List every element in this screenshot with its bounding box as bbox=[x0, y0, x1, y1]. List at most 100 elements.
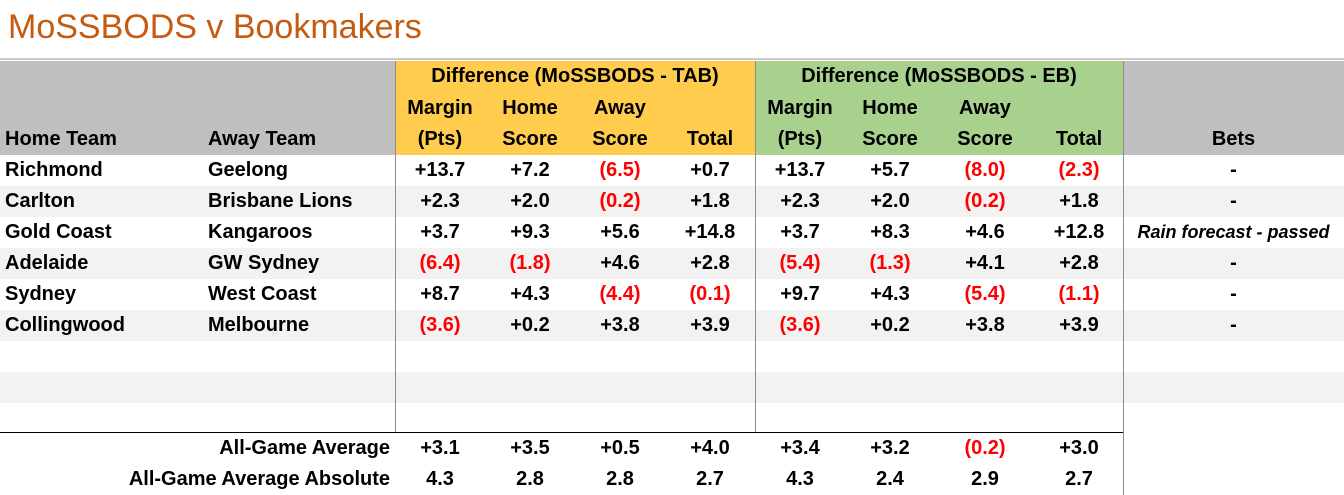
column-header-home-team: Home Team bbox=[5, 128, 117, 150]
eb-total-cell: +12.8 bbox=[1053, 221, 1105, 243]
away-team-cell: Melbourne bbox=[208, 314, 310, 336]
tab-away-score-cell: (6.5) bbox=[599, 159, 641, 181]
bets-cell: - bbox=[1230, 159, 1237, 181]
tab-total-cell: +0.7 bbox=[690, 159, 730, 181]
tab-away-score-cell: +4.6 bbox=[600, 252, 640, 274]
eb-margin-cell: +2.3 bbox=[780, 190, 820, 212]
eb-total-cell: (2.3) bbox=[1058, 159, 1100, 181]
eb-margin-cell: (3.6) bbox=[779, 314, 821, 336]
header-bg-tab bbox=[395, 61, 755, 155]
eb-home-score-cell: +5.7 bbox=[870, 159, 910, 181]
eb-margin-cell: (5.4) bbox=[779, 252, 821, 274]
table-row bbox=[0, 341, 1344, 372]
column-header-eb-away: Away bbox=[959, 97, 1011, 119]
eb-home-score-cell: +2.0 bbox=[870, 190, 910, 212]
column-header-tab-home-score: Score bbox=[502, 128, 558, 150]
summary-tab-away-score-cell: 2.8 bbox=[606, 468, 634, 490]
column-header-eb-away-score: Score bbox=[957, 128, 1013, 150]
tab-margin-cell: +8.7 bbox=[420, 283, 460, 305]
eb-margin-cell: +9.7 bbox=[780, 283, 820, 305]
summary-tab-home-score-cell: +3.5 bbox=[510, 437, 550, 459]
column-header-eb-total: Total bbox=[1055, 128, 1103, 150]
column-header-tab-margin-unit: (Pts) bbox=[417, 128, 463, 150]
tab-away-score-cell: (0.2) bbox=[599, 190, 641, 212]
column-header-tab-away-score: Score bbox=[592, 128, 648, 150]
group-header-tab: Difference (MoSSBODS - TAB) bbox=[431, 65, 719, 87]
home-team-cell: Adelaide bbox=[5, 252, 89, 274]
away-team-cell: West Coast bbox=[208, 283, 317, 305]
summary-tab-total-cell: 2.7 bbox=[696, 468, 724, 490]
eb-home-score-cell: +4.3 bbox=[870, 283, 910, 305]
tab-total-cell: +3.9 bbox=[690, 314, 730, 336]
summary-eb-home-score-cell: +3.2 bbox=[870, 437, 910, 459]
bets-cell: Rain forecast - passed bbox=[1137, 222, 1330, 242]
header-bg-eb bbox=[755, 61, 1123, 155]
table-row bbox=[0, 310, 1344, 341]
away-team-cell: GW Sydney bbox=[208, 252, 320, 274]
eb-home-score-cell: +0.2 bbox=[870, 314, 910, 336]
summary-tab-away-score-cell: +0.5 bbox=[600, 437, 640, 459]
summary-eb-total-cell: 2.7 bbox=[1065, 468, 1093, 490]
column-header-eb-home: Home bbox=[862, 97, 918, 119]
header-bg-teams bbox=[0, 61, 395, 155]
home-team-cell: Carlton bbox=[5, 190, 75, 212]
table-row bbox=[0, 372, 1344, 403]
eb-margin-cell: +13.7 bbox=[774, 159, 826, 181]
tab-margin-cell: (3.6) bbox=[419, 314, 461, 336]
summary-tab-total-cell: +4.0 bbox=[690, 437, 730, 459]
tab-total-cell: +1.8 bbox=[690, 190, 730, 212]
summary-eb-margin-cell: 4.3 bbox=[786, 468, 814, 490]
page-title: MoSSBODS v Bookmakers bbox=[8, 8, 422, 46]
eb-total-cell: +3.9 bbox=[1059, 314, 1099, 336]
column-header-away-team: Away Team bbox=[208, 128, 317, 150]
column-header-tab-margin: Margin bbox=[407, 97, 473, 119]
summary-label: All-Game Average bbox=[219, 437, 390, 459]
divider-tab-left bbox=[395, 61, 396, 432]
tab-total-cell: +2.8 bbox=[690, 252, 730, 274]
column-header-eb-home-score: Score bbox=[862, 128, 918, 150]
column-header-tab-total: Total bbox=[686, 128, 734, 150]
tab-away-score-cell: +3.8 bbox=[600, 314, 640, 336]
summary-tab-margin-cell: +3.1 bbox=[420, 437, 460, 459]
eb-home-score-cell: +8.3 bbox=[870, 221, 910, 243]
summary-tab-margin-cell: 4.3 bbox=[426, 468, 454, 490]
eb-away-score-cell: (8.0) bbox=[964, 159, 1006, 181]
eb-away-score-cell: +4.1 bbox=[965, 252, 1005, 274]
away-team-cell: Kangaroos bbox=[208, 221, 313, 243]
home-team-cell: Sydney bbox=[5, 283, 77, 305]
header-bg-bets bbox=[1123, 61, 1344, 155]
summary-label: All-Game Average Absolute bbox=[128, 468, 390, 490]
bets-cell: - bbox=[1230, 283, 1237, 305]
tab-margin-cell: +2.3 bbox=[420, 190, 460, 212]
summary-eb-away-score-cell: (0.2) bbox=[964, 437, 1006, 459]
tab-total-cell: +14.8 bbox=[684, 221, 736, 243]
summary-tab-home-score-cell: 2.8 bbox=[516, 468, 544, 490]
table-row bbox=[0, 155, 1344, 186]
eb-total-cell: (1.1) bbox=[1058, 283, 1100, 305]
tab-away-score-cell: (4.4) bbox=[599, 283, 641, 305]
eb-away-score-cell: (5.4) bbox=[964, 283, 1006, 305]
bets-cell: - bbox=[1230, 190, 1237, 212]
tab-total-cell: (0.1) bbox=[689, 283, 731, 305]
eb-away-score-cell: +4.6 bbox=[965, 221, 1005, 243]
tab-home-score-cell: +2.0 bbox=[510, 190, 550, 212]
home-team-cell: Gold Coast bbox=[5, 221, 112, 243]
divider-bets-left bbox=[1123, 61, 1124, 495]
group-header-eb: Difference (MoSSBODS - EB) bbox=[801, 65, 1077, 87]
bets-cell: - bbox=[1230, 252, 1237, 274]
summary-eb-away-score-cell: 2.9 bbox=[971, 468, 999, 490]
tab-home-score-cell: (1.8) bbox=[509, 252, 551, 274]
tab-away-score-cell: +5.6 bbox=[600, 221, 640, 243]
column-header-eb-margin: Margin bbox=[767, 97, 833, 119]
eb-total-cell: +1.8 bbox=[1059, 190, 1099, 212]
tab-margin-cell: +3.7 bbox=[420, 221, 460, 243]
summary-eb-total-cell: +3.0 bbox=[1059, 437, 1099, 459]
summary-divider bbox=[0, 432, 1123, 433]
column-header-eb-margin-unit: (Pts) bbox=[777, 128, 823, 150]
eb-home-score-cell: (1.3) bbox=[869, 252, 911, 274]
divider-eb-left bbox=[755, 61, 756, 432]
table-row bbox=[0, 217, 1344, 248]
tab-margin-cell: +13.7 bbox=[414, 159, 466, 181]
tab-home-score-cell: +0.2 bbox=[510, 314, 550, 336]
bets-cell: - bbox=[1230, 314, 1237, 336]
